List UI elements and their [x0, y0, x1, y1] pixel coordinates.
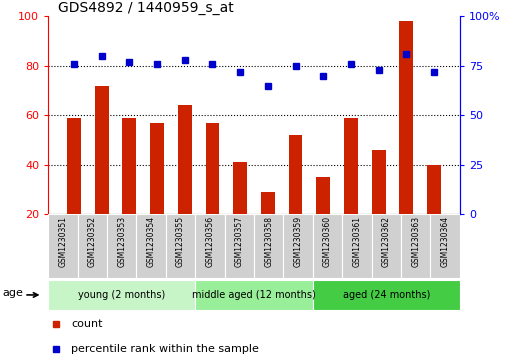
- Text: count: count: [71, 319, 103, 329]
- Bar: [399, 21, 414, 214]
- Text: GSM1230357: GSM1230357: [235, 216, 244, 267]
- Bar: [137, 214, 166, 278]
- Text: GSM1230362: GSM1230362: [382, 216, 391, 267]
- Bar: [316, 177, 330, 214]
- Text: GSM1230359: GSM1230359: [294, 216, 303, 267]
- Bar: [195, 280, 313, 310]
- Text: GSM1230364: GSM1230364: [440, 216, 450, 267]
- Bar: [430, 214, 460, 278]
- Bar: [254, 214, 283, 278]
- Bar: [206, 123, 219, 214]
- Bar: [178, 105, 192, 214]
- Bar: [344, 118, 358, 214]
- Bar: [122, 118, 136, 214]
- Bar: [371, 214, 401, 278]
- Bar: [427, 165, 441, 214]
- Bar: [107, 214, 137, 278]
- Text: middle aged (12 months): middle aged (12 months): [192, 290, 316, 300]
- Bar: [233, 162, 247, 214]
- Bar: [283, 214, 313, 278]
- Text: GSM1230354: GSM1230354: [147, 216, 155, 267]
- Bar: [195, 214, 225, 278]
- Text: GSM1230361: GSM1230361: [353, 216, 361, 267]
- Text: GSM1230358: GSM1230358: [264, 216, 273, 267]
- Bar: [150, 123, 164, 214]
- Text: percentile rank within the sample: percentile rank within the sample: [71, 344, 259, 354]
- Bar: [48, 214, 78, 278]
- Bar: [166, 214, 195, 278]
- Bar: [313, 214, 342, 278]
- Bar: [313, 280, 460, 310]
- Text: GSM1230351: GSM1230351: [58, 216, 68, 267]
- Text: GSM1230355: GSM1230355: [176, 216, 185, 267]
- Bar: [289, 135, 302, 214]
- Text: age: age: [3, 288, 23, 298]
- Text: aged (24 months): aged (24 months): [342, 290, 430, 300]
- Text: GSM1230360: GSM1230360: [323, 216, 332, 267]
- Bar: [261, 192, 275, 214]
- Text: GDS4892 / 1440959_s_at: GDS4892 / 1440959_s_at: [58, 0, 234, 15]
- Bar: [342, 214, 371, 278]
- Bar: [372, 150, 386, 214]
- Bar: [401, 214, 430, 278]
- Bar: [94, 86, 109, 214]
- Text: GSM1230352: GSM1230352: [88, 216, 97, 267]
- Bar: [48, 280, 195, 310]
- Bar: [78, 214, 107, 278]
- Bar: [225, 214, 254, 278]
- Text: GSM1230356: GSM1230356: [205, 216, 214, 267]
- Text: GSM1230363: GSM1230363: [411, 216, 420, 267]
- Bar: [67, 118, 81, 214]
- Text: GSM1230353: GSM1230353: [117, 216, 126, 267]
- Text: young (2 months): young (2 months): [78, 290, 166, 300]
